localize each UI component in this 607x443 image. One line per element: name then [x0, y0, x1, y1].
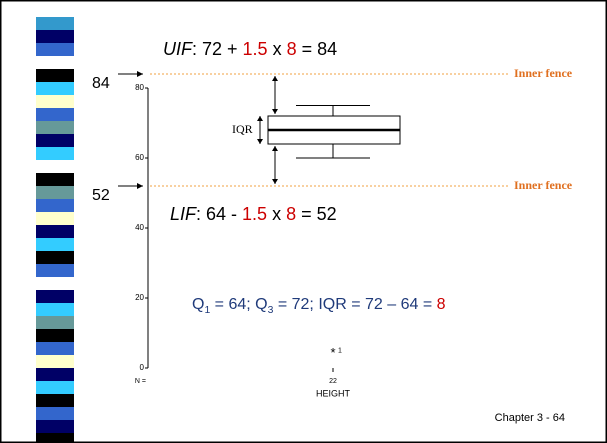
- outlier: *: [330, 345, 335, 360]
- slide: Chapter 3 - 64 0 20 40 60 80 N = 22 HEIGHT Inner…: [0, 0, 607, 443]
- decorative-stripe: [36, 4, 74, 443]
- text-segment: x: [268, 39, 287, 59]
- text-segment: 8: [287, 39, 297, 59]
- stripe-block: [36, 420, 74, 433]
- stripe-block: [36, 212, 74, 225]
- stripe-block: [36, 238, 74, 251]
- text-segment: = 52: [296, 204, 337, 224]
- stripe-block: [36, 433, 74, 443]
- y-tick-label: 80: [135, 83, 144, 92]
- x-axis-label: HEIGHT: [316, 388, 351, 398]
- stripe-block: [36, 95, 74, 108]
- text-segment: UIF: [163, 39, 193, 59]
- stripe-block: [36, 186, 74, 199]
- stripe-block: [36, 82, 74, 95]
- footer: Chapter 3 - 64: [495, 412, 565, 424]
- text-segment: = 72; IQR = 72 – 64 =: [273, 296, 436, 313]
- text-segment: : 72 +: [192, 39, 243, 59]
- lif-text: LIF: 64 - 1.5 x 8 = 52: [170, 204, 337, 224]
- iqr-label: IQR: [232, 122, 253, 136]
- stripe-block: [36, 147, 74, 160]
- x-category: 22: [329, 378, 337, 385]
- y-tick-label: 60: [135, 153, 144, 162]
- text-segment: 8: [286, 204, 296, 224]
- text-segment: = 64; Q: [210, 296, 267, 313]
- stripe-block: [36, 225, 74, 238]
- fence-value: 52: [92, 187, 110, 204]
- text-segment: Q: [192, 296, 204, 313]
- y-tick-label: 0: [140, 363, 145, 372]
- stripe-block: [36, 56, 74, 69]
- stripe-block: [36, 303, 74, 316]
- stripe-block: [36, 407, 74, 420]
- n-label: N =: [135, 378, 146, 385]
- stripe-block: [36, 381, 74, 394]
- stripe-block: [36, 199, 74, 212]
- stripe-block: [36, 17, 74, 30]
- stripe-block: [36, 43, 74, 56]
- fence-label: Inner fence: [514, 66, 573, 80]
- text-segment: x: [267, 204, 286, 224]
- stripe-block: [36, 342, 74, 355]
- stripe-block: [36, 355, 74, 368]
- text-segment: LIF: [170, 204, 197, 224]
- stripe-block: [36, 329, 74, 342]
- stripe-block: [36, 290, 74, 303]
- stripe-block: [36, 368, 74, 381]
- stripe-block: [36, 69, 74, 82]
- fence-label: Inner fence: [514, 178, 573, 192]
- stripe-block: [36, 394, 74, 407]
- stripe-block: [36, 173, 74, 186]
- y-tick-label: 40: [135, 223, 144, 232]
- fence-value: 84: [92, 75, 110, 92]
- stripe-block: [36, 30, 74, 43]
- stripe-block: [36, 277, 74, 290]
- uif-text: UIF: 72 + 1.5 x 8 = 84: [163, 39, 337, 59]
- stripe-block: [36, 264, 74, 277]
- text-segment: = 84: [297, 39, 338, 59]
- text-segment: 8: [437, 296, 446, 313]
- text-segment: 1.5: [243, 39, 268, 59]
- y-tick-label: 20: [135, 293, 144, 302]
- stripe-block: [36, 121, 74, 134]
- stripe-block: [36, 134, 74, 147]
- text-segment: 1.5: [242, 204, 267, 224]
- outlier-label: 1: [338, 347, 342, 354]
- stripe-block: [36, 316, 74, 329]
- stripe-block: [36, 4, 74, 17]
- stripe-block: [36, 160, 74, 173]
- text-segment: : 64 -: [196, 204, 242, 224]
- stripe-block: [36, 251, 74, 264]
- stripe-block: [36, 108, 74, 121]
